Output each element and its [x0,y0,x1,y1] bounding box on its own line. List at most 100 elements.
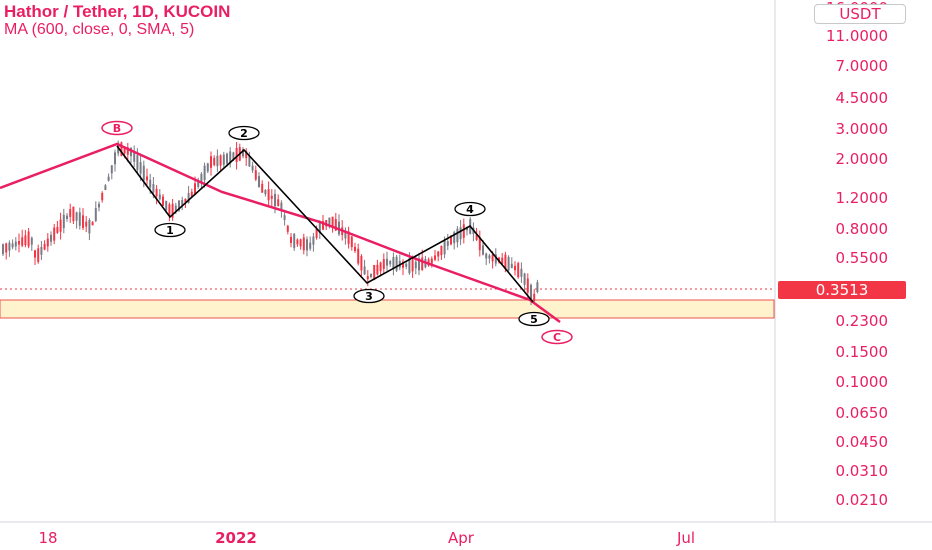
candle-body [171,203,174,218]
candle-body [459,227,462,240]
candle-body [40,246,43,255]
price-tick-label: 0.0310 [836,462,889,480]
candle-body [376,264,379,275]
candle-body [88,220,91,234]
candle-body [296,239,299,245]
candle-body [235,148,238,163]
candle-body [382,259,385,269]
wave-label-3-text: 3 [365,290,373,303]
candle-body [350,236,353,248]
candle-body [526,278,529,293]
candle-body [46,238,49,247]
candle-body [290,236,292,244]
candle-body [354,246,356,251]
candle-body [530,284,532,300]
candle-body [309,242,312,249]
candle-body [194,183,196,196]
candle-body [357,248,360,264]
candle-body [494,254,497,264]
candle-body [523,273,526,285]
candle-body [11,243,14,248]
candle-body [133,152,136,162]
candle-body [162,196,164,206]
candle-body [226,153,228,164]
price-tick-label: 3.0000 [836,120,889,138]
candle-body [213,157,216,166]
candle-body [299,239,302,247]
candle-body [434,255,436,260]
primary-wave-line [0,142,561,324]
wave-label-3: 3 [353,288,385,304]
candle-body [450,235,452,245]
candle-body [72,206,75,222]
candle-body [280,202,283,211]
candle-body [155,188,158,197]
candle-body [504,254,507,269]
candle-body [453,232,456,244]
price-tick-label: 0.8000 [836,220,889,238]
candle-body [78,212,81,226]
candle-body [514,265,516,271]
candle-body [283,215,286,220]
minor-wave-line [116,145,534,303]
candle-body [363,266,366,275]
candle-body [478,237,481,251]
candle-body [520,268,523,277]
candle-body [158,194,161,200]
candle-body [264,189,267,195]
candle-body [85,221,88,227]
wave-label-C: C [541,329,573,345]
price-axis[interactable]: 16.000011.00007.00004.50003.00002.00001.… [826,0,888,509]
price-tick-label: 4.5000 [836,89,889,107]
candle-body [418,258,420,271]
candle-body [408,258,411,274]
candle-body [306,239,308,251]
candle-body [395,256,398,271]
price-tick-label: 0.5500 [836,249,889,267]
candle-body [168,204,171,216]
candle-body [312,236,315,245]
candle-body [488,255,491,259]
last-price-value: 0.3513 [816,281,869,299]
candle-body [258,176,260,188]
candle-body [136,155,139,170]
currency-selector[interactable]: USDT [814,4,906,24]
candle-body [59,219,62,232]
price-tick-label: 0.2300 [836,312,889,330]
price-tick-label: 7.0000 [836,57,889,75]
candle-body [510,263,513,268]
candle-body [328,217,331,225]
candle-body [379,262,382,272]
candle-body [331,216,334,227]
support-zone [0,299,775,319]
candle-body [69,209,72,217]
candle-body [216,155,219,167]
candle-body [184,198,187,203]
candle-body [5,243,8,253]
candle-body [517,263,520,278]
time-axis[interactable]: 18 2022 Apr Jul [38,529,695,547]
candle-body [501,257,504,264]
candle-body [174,205,177,211]
indicator-legend[interactable]: MA (600, close, 0, SMA, 5) [4,21,195,38]
candle-body [533,293,536,301]
candle-body [101,193,104,201]
candle-body [27,231,30,247]
price-tick-label: 0.1000 [836,373,889,391]
candle-body [56,226,59,233]
candle-body [293,233,296,249]
candle-body [190,191,193,198]
candle-body [245,150,248,159]
candle-body [267,189,270,201]
candle-body [8,242,11,251]
candle-body [386,258,388,266]
wave-label-4: 4 [454,201,486,217]
candle-body [360,256,363,271]
candle-body [114,152,116,165]
candle-body [165,200,168,211]
candle-body [322,221,324,230]
candle-body [318,221,321,234]
candle-body [98,203,100,208]
candle-body [66,215,68,219]
